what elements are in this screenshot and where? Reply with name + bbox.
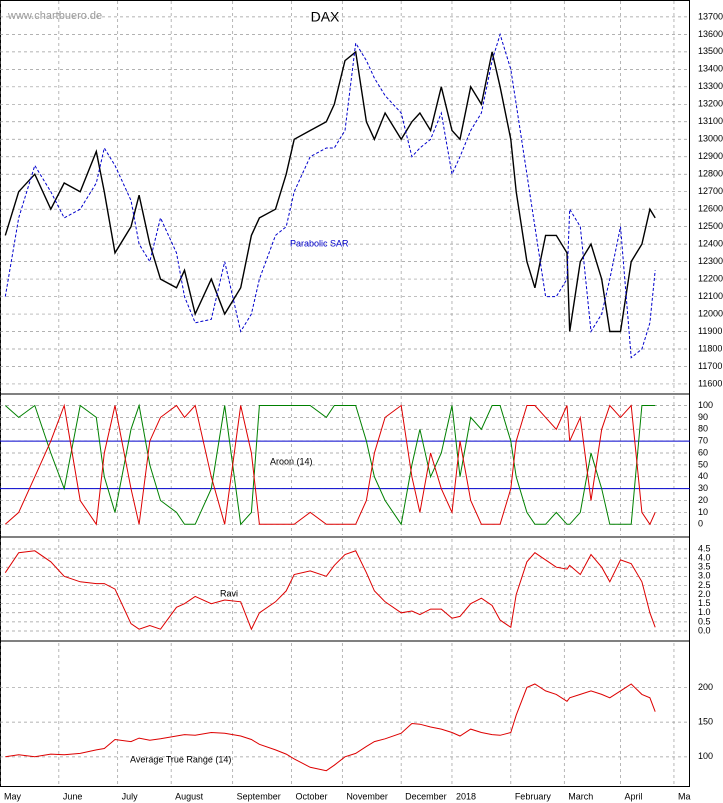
y-tick-label: 0 [698, 519, 703, 529]
y-tick-label: 0.0 [698, 625, 711, 635]
y-tick-label: 12400 [698, 239, 723, 249]
y-tick-label: 13600 [698, 29, 723, 39]
series-line [4, 550, 656, 631]
x-tick-label: September [237, 791, 281, 801]
y-tick-label: 12000 [698, 308, 723, 318]
y-tick-label: 11700 [698, 361, 722, 371]
y-tick-label: 13400 [698, 64, 723, 74]
x-tick-label: February [515, 791, 552, 801]
y-tick-label: 13300 [698, 81, 723, 91]
y-tick-label: 70 [698, 436, 708, 446]
y-tick-label: 80 [698, 424, 708, 434]
y-tick-label: 50 [698, 459, 708, 469]
y-tick-label: 3.5 [698, 562, 711, 572]
y-tick-label: 12600 [698, 204, 723, 214]
y-tick-label: 12700 [698, 186, 723, 196]
y-tick-label: 13500 [698, 46, 723, 56]
watermark: www.chartbuero.de [7, 10, 102, 22]
y-tick-label: 11900 [698, 326, 722, 336]
x-tick-label: June [63, 791, 83, 801]
y-tick-label: 60 [698, 447, 708, 457]
y-tick-label: 1.0 [698, 607, 711, 617]
y-tick-label: 90 [698, 412, 708, 422]
y-tick-label: 12200 [698, 273, 723, 283]
y-tick-label: 4.0 [698, 553, 711, 563]
y-tick-label: 100 [698, 400, 713, 410]
y-tick-label: 30 [698, 483, 708, 493]
y-tick-label: 12500 [698, 221, 723, 231]
y-tick-label: 100 [698, 751, 713, 761]
y-tick-label: 12300 [698, 256, 723, 266]
x-tick-label: April [624, 791, 642, 801]
y-tick-label: 3.0 [698, 571, 711, 581]
x-tick-label: November [346, 791, 388, 801]
panel-title: Aroon (14) [270, 456, 313, 466]
series-line [5, 683, 656, 772]
series-label: Parabolic SAR [290, 238, 349, 248]
x-tick-label: July [122, 791, 139, 801]
y-tick-label: 0.5 [698, 616, 711, 626]
x-tick-label: August [175, 791, 204, 801]
y-tick-label: 12100 [698, 291, 723, 301]
y-tick-label: 20 [698, 495, 708, 505]
panel-title: Average True Range (14) [130, 754, 231, 764]
panel-title: Ravi [220, 588, 238, 598]
x-tick-label: October [296, 791, 328, 801]
x-tick-label: December [405, 791, 447, 801]
y-tick-label: 13000 [698, 134, 723, 144]
y-tick-label: 13700 [698, 11, 723, 21]
x-tick-label: May [4, 791, 22, 801]
y-tick-label: 11600 [698, 378, 722, 388]
series-line [4, 403, 656, 526]
y-tick-label: 13100 [698, 116, 723, 126]
y-tick-label: 11800 [698, 343, 722, 353]
y-tick-label: 2.5 [698, 580, 711, 590]
x-tick-label: Ma [678, 791, 691, 801]
y-tick-label: 12800 [698, 169, 723, 179]
y-tick-label: 4.5 [698, 543, 711, 553]
y-tick-label: 10 [698, 507, 708, 517]
y-tick-label: 150 [698, 717, 713, 727]
panel-title: DAX [311, 9, 340, 25]
series-line [4, 403, 656, 526]
y-tick-label: 1.5 [698, 598, 711, 608]
y-tick-label: 13200 [698, 99, 723, 109]
x-tick-label: March [568, 791, 593, 801]
y-tick-label: 40 [698, 471, 708, 481]
y-tick-label: 2.0 [698, 589, 711, 599]
x-tick-label: 2018 [456, 791, 476, 801]
y-tick-label: 200 [698, 682, 713, 692]
series-line [4, 32, 656, 359]
y-tick-label: 12900 [698, 151, 723, 161]
